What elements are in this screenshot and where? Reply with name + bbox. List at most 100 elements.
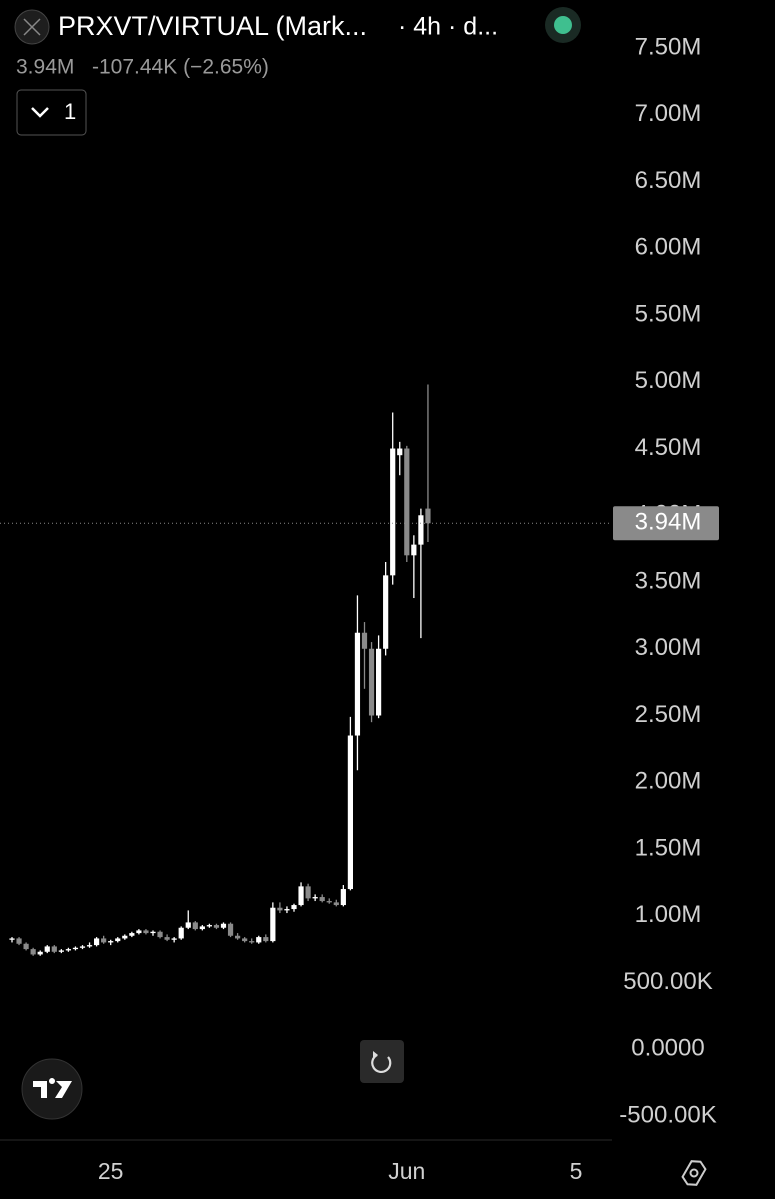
x-tick-label: Jun [388, 1158, 425, 1184]
candle-body [284, 909, 290, 911]
candle-body [178, 927, 184, 939]
candle-body [206, 925, 212, 927]
candle-body [30, 949, 36, 955]
candle-body [115, 938, 121, 942]
candle-body [390, 448, 396, 576]
reset-icon [371, 1054, 392, 1073]
candle-body [235, 935, 241, 939]
candle-body [326, 901, 332, 903]
status-dot [554, 16, 572, 34]
candle-body [94, 938, 100, 946]
indicator-toggle[interactable]: 1 [16, 89, 87, 136]
candle-body [220, 923, 227, 928]
candle-body [305, 886, 311, 899]
candle-body [72, 947, 79, 950]
x-tick-label: 25 [98, 1158, 124, 1184]
settings-icon [681, 1160, 707, 1186]
candle-body [157, 931, 163, 938]
candle-body [44, 946, 50, 952]
candle-body [122, 935, 128, 939]
candle-body [199, 926, 205, 930]
y-tick-label: 0.0000 [631, 1035, 704, 1062]
candle-body [171, 938, 177, 940]
toggle-count: 1 [64, 99, 76, 124]
candle-body [354, 632, 361, 736]
change: -107.44K (−2.65%) [92, 56, 269, 79]
candle-body [129, 933, 135, 936]
candle-body [242, 938, 248, 942]
symbol-logo[interactable] [14, 9, 50, 45]
last-price-tag [613, 506, 719, 541]
y-tick-label: 5.00M [635, 367, 702, 394]
candle-body [333, 902, 339, 906]
candle-body [418, 515, 424, 545]
candle-body [298, 886, 304, 906]
candle-body [51, 946, 57, 952]
tv-logo[interactable] [21, 1058, 83, 1120]
candle-body [136, 930, 142, 934]
y-tick-label: -500.00K [619, 1101, 716, 1128]
y-tick-label: 4.50M [635, 434, 702, 461]
candle-body [143, 930, 149, 934]
tv-logo-bg [21, 1058, 83, 1120]
y-tick-label: 6.00M [635, 234, 702, 261]
candle-body [16, 938, 22, 944]
candle-body [340, 889, 346, 906]
candle-body [263, 937, 269, 942]
candle-body [319, 897, 325, 902]
candle-body [361, 632, 368, 649]
candle-body [397, 448, 403, 456]
y-tick-label: 7.50M [635, 33, 702, 60]
reset-bg [360, 1040, 404, 1083]
candle-body [411, 544, 417, 556]
last-price-label: 3.94M [635, 509, 702, 536]
y-tick-label: 2.50M [635, 701, 702, 728]
candle-body [347, 735, 353, 890]
settings-dot [689, 1168, 699, 1178]
candle-body [249, 941, 255, 943]
candle-body [270, 907, 276, 942]
candle-body [368, 648, 375, 716]
settings-button[interactable] [681, 1158, 708, 1189]
candle-body [37, 951, 43, 955]
chevron [31, 107, 49, 118]
candle-body [376, 648, 382, 716]
y-tick-label: 3.50M [635, 567, 702, 594]
candle-body [164, 937, 170, 940]
candle-body [150, 931, 156, 934]
chart-title: PRXVT/VIRTUAL (Mark... [58, 11, 367, 41]
y-tick-label: 1.50M [635, 834, 702, 861]
y-tick-label: 5.50M [635, 300, 702, 327]
candle-body [425, 508, 431, 524]
tv-logo-mark [33, 1078, 72, 1098]
y-tick-label: 1.00M [635, 901, 702, 928]
candle-body [291, 905, 297, 910]
y-tick-label: 7.00M [635, 100, 702, 127]
candle-body [277, 907, 283, 911]
candle-body [227, 923, 234, 936]
candle-body [383, 575, 389, 649]
candle-body [312, 897, 318, 899]
candle-body [79, 946, 86, 948]
candle-body [404, 448, 410, 556]
y-tick-label: 2.00M [635, 768, 702, 795]
candle-body [101, 938, 107, 943]
last-price-header: 3.94M [16, 56, 74, 79]
reset-button[interactable] [360, 1040, 404, 1083]
x-tick-label: 5 [570, 1158, 583, 1184]
reset-arrow [373, 1051, 378, 1059]
candle-body [108, 941, 114, 943]
candle-body [23, 943, 29, 950]
y-tick-label: 500.00K [623, 968, 712, 995]
candle-body [65, 949, 71, 951]
candle-body [86, 945, 93, 947]
candle-body [185, 922, 191, 928]
candle-body [256, 937, 262, 943]
y-tick-label: 6.50M [635, 167, 702, 194]
candle-body [192, 922, 198, 930]
toggle-box [16, 89, 87, 136]
interval: · 4h · d... [398, 13, 498, 41]
candle-body [9, 938, 15, 940]
